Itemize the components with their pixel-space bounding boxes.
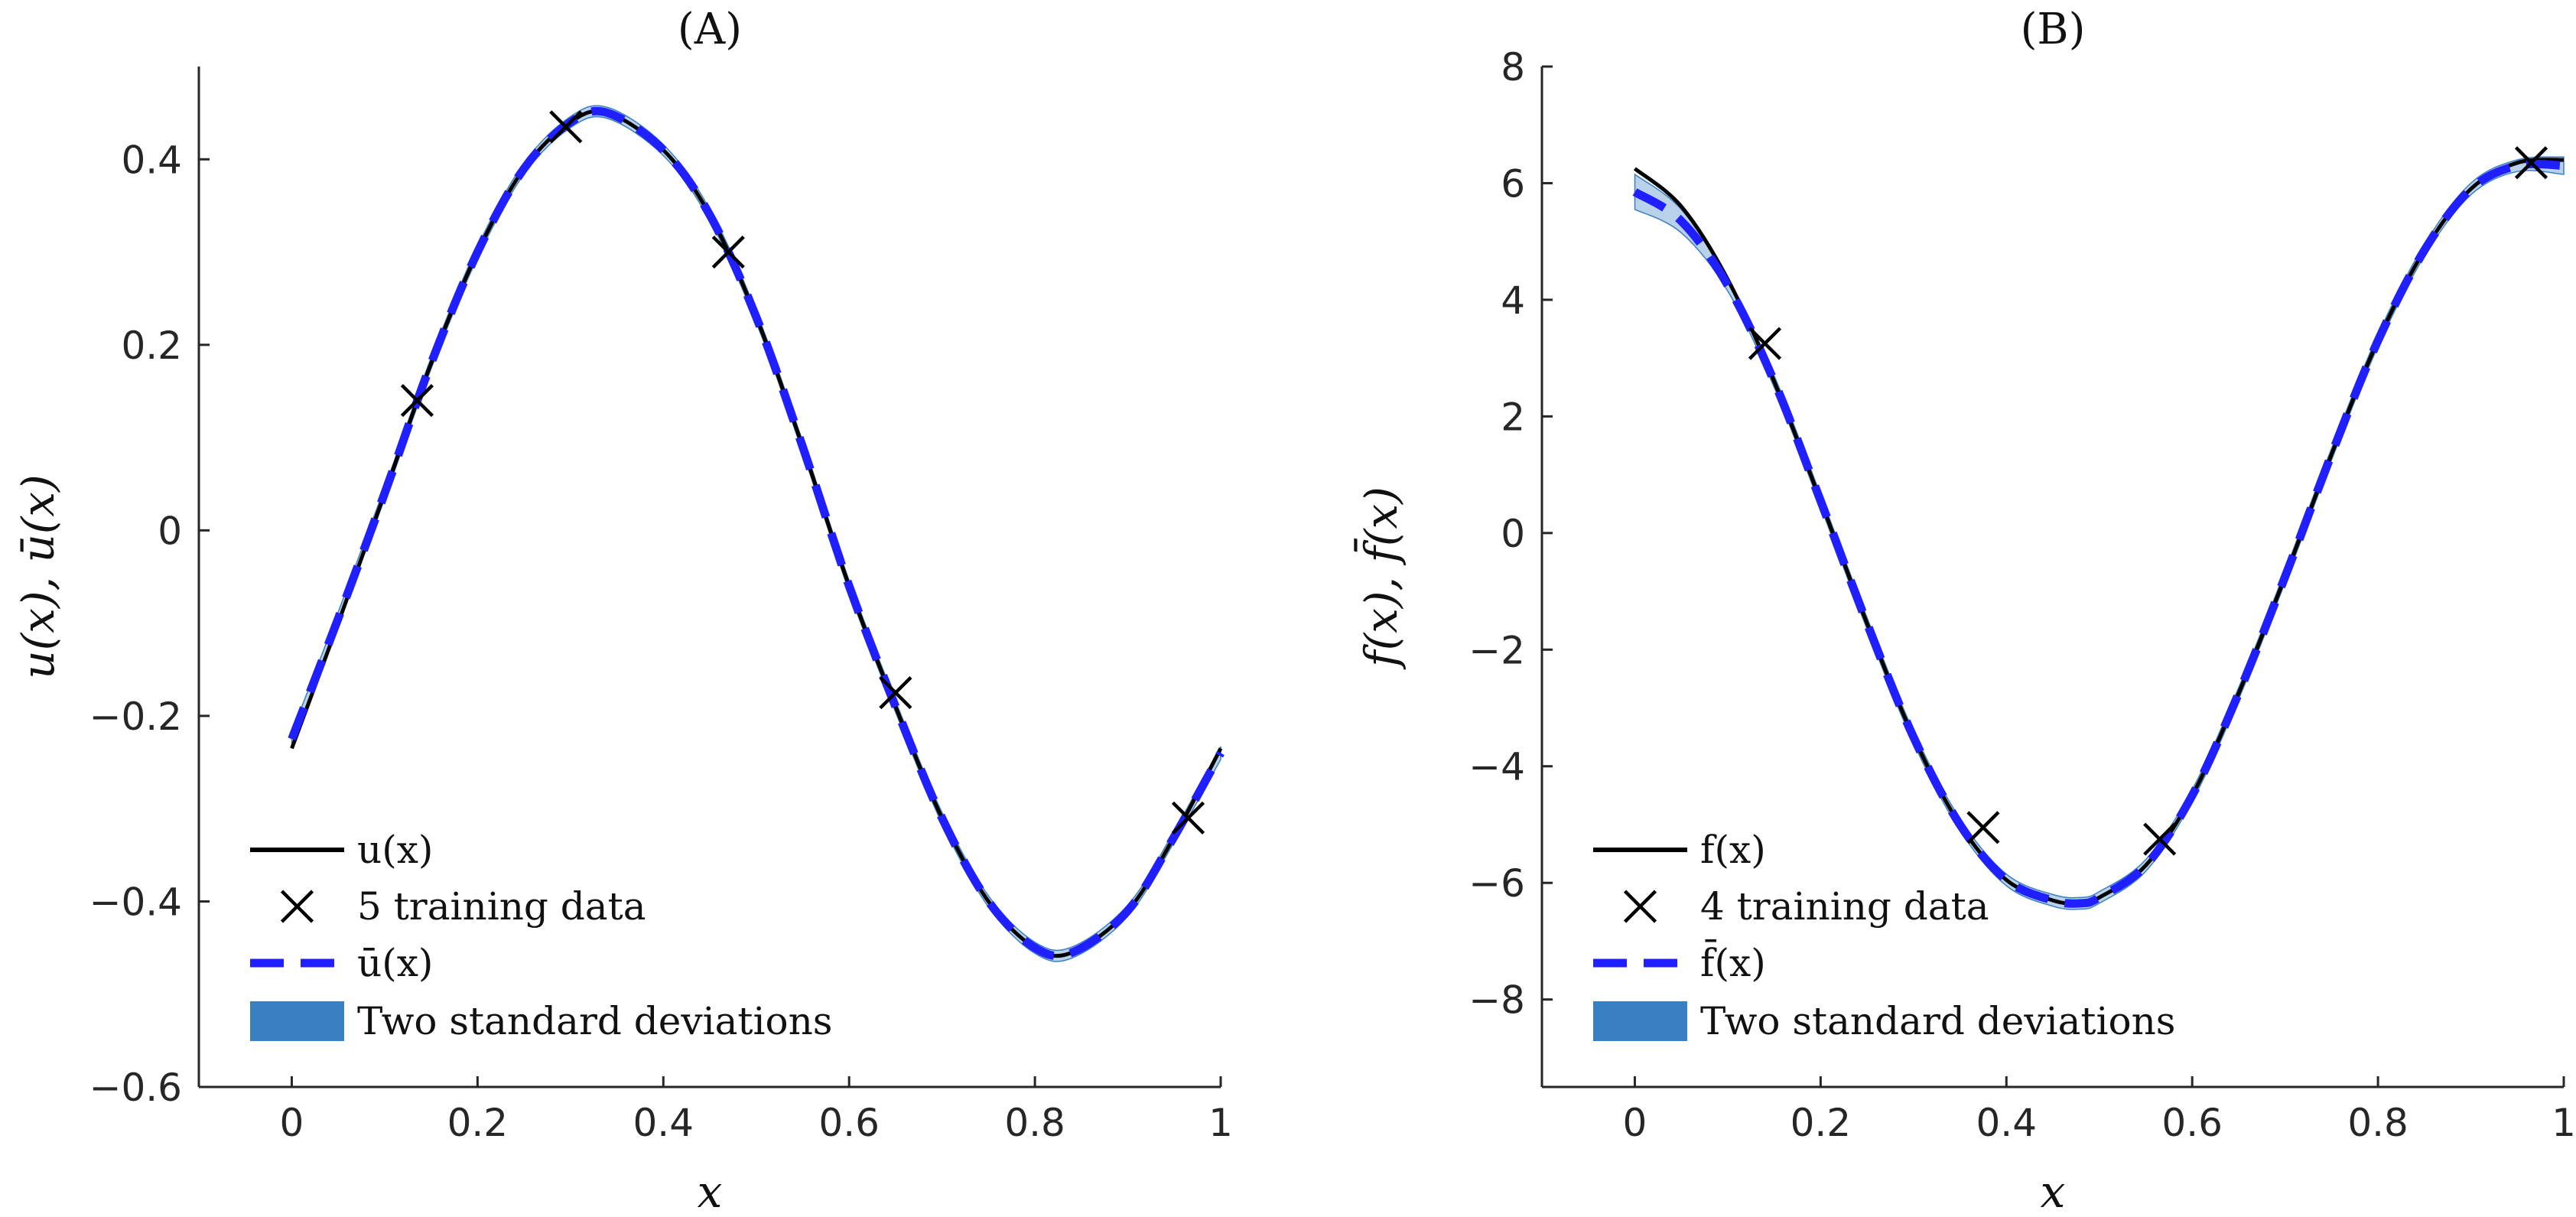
chart-a-legend-label: u(x) <box>357 828 433 872</box>
chart-b-legend-label: 4 training data <box>1700 884 1989 929</box>
chart-b-y-tick-label: −8 <box>1469 978 1525 1023</box>
chart-a-y-tick-label: 0.2 <box>121 324 182 368</box>
chart-a-x-tick-label: 0.6 <box>818 1101 880 1145</box>
chart-a-x-tick-label: 0 <box>280 1101 304 1145</box>
chart-a-legend-item: u(x) <box>250 828 433 872</box>
chart-b-legend-item: f(x) <box>1593 828 1766 872</box>
chart-a-legend-swatch-band <box>250 1001 344 1041</box>
chart-a-legend-swatch-marker <box>280 890 314 923</box>
chart-a-band-std <box>291 105 1221 962</box>
chart-b-legend: f(x) 4 training data f̄(x) Two standard dev… <box>1593 828 2175 1043</box>
chart-a-x-tick-label: 0.8 <box>1004 1101 1065 1145</box>
chart-b-y-tick-label: −2 <box>1469 628 1525 672</box>
chart-b-x-tick-label: 1 <box>2552 1101 2576 1145</box>
chart-a-y-tick-label: −0.4 <box>89 880 182 924</box>
chart-a-legend-label: Two standard deviations <box>357 999 832 1043</box>
chart-a-x-tick-label: 0.2 <box>447 1101 509 1145</box>
chart-b-x-tick-label: 0 <box>1623 1101 1647 1145</box>
chart-b-training-point <box>1748 327 1782 360</box>
chart-a-legend-item: ū(x) <box>250 941 433 985</box>
chart-b-band-std <box>1634 156 2565 910</box>
chart-b-legend-item: f̄(x) <box>1593 939 1766 985</box>
chart-b-legend-swatch-band <box>1593 1001 1687 1041</box>
chart-b-x-label: x <box>2041 1166 2066 1217</box>
chart-b-legend-label: Two standard deviations <box>1700 999 2175 1043</box>
chart-a-legend-label: 5 training data <box>357 884 646 929</box>
chart-a-training-point <box>400 383 434 418</box>
chart-b-x-tick-label: 0.6 <box>2161 1101 2223 1145</box>
chart-b-legend-swatch-marker <box>1623 890 1657 923</box>
chart-a-x-tick-label: 1 <box>1208 1101 1233 1145</box>
chart-a-y-tick-label: 0.4 <box>121 138 182 182</box>
chart-b-y-tick-label: 8 <box>1501 45 1525 89</box>
chart-b-y-tick-label: 4 <box>1501 278 1525 323</box>
chart-b-series-true <box>1633 158 2565 906</box>
chart-a-y-tick-label: −0.2 <box>89 695 182 739</box>
chart-b-training-point <box>2514 146 2548 180</box>
chart-a-training-point <box>549 110 583 144</box>
chart-a-x-tick-label: 0.4 <box>633 1101 694 1145</box>
chart-b-y-tick-label: −4 <box>1469 745 1525 789</box>
chart-b-x-tick-label: 0.2 <box>1791 1101 1852 1145</box>
chart-a-legend-item: 5 training data <box>280 884 646 929</box>
chart-b-title: (B) <box>2021 5 2086 54</box>
chart-a-title: (A) <box>678 5 742 54</box>
chart-b-training-point <box>2143 822 2177 856</box>
chart-b-legend-item: 4 training data <box>1623 884 1989 929</box>
chart-a-legend-item: Two standard deviations <box>250 999 832 1043</box>
chart-a-training-point <box>879 675 912 710</box>
chart-a-series-mean <box>288 106 1225 961</box>
chart-b-y-tick-label: 2 <box>1501 395 1525 439</box>
chart-b-legend-label: f(x) <box>1700 828 1766 872</box>
chart-a-legend: u(x) 5 training data ū(x) Two standard devi… <box>250 828 832 1043</box>
chart-a-legend-label: ū(x) <box>357 941 433 985</box>
chart-b-x-tick-label: 0.8 <box>2347 1101 2408 1145</box>
chart-b-y-label: f(x), f̄(x) <box>1353 486 1407 670</box>
chart-b-y-tick-label: 0 <box>1501 512 1525 556</box>
chart-a-x-label: x <box>698 1166 723 1217</box>
chart-b-training-point <box>1966 811 2000 844</box>
chart-b-y-tick-label: 6 <box>1501 161 1525 206</box>
chart-b-x-tick-label: 0.4 <box>1976 1101 2038 1145</box>
chart-b-legend-item: Two standard deviations <box>1593 999 2175 1043</box>
chart-b: (B) 0 0.2 0.4 0.6 0.8 1 −8 −6 −4 −2 0 2 4 6 8 x f(x), f̄(… <box>1353 5 2575 1217</box>
chart-a-training-point <box>711 235 745 269</box>
chart-a-y-tick-label: −0.6 <box>89 1066 182 1110</box>
chart-a-training-point <box>1171 801 1205 835</box>
chart-b-y-tick-label: −6 <box>1469 861 1525 906</box>
chart-a-y-label: u(x), ū(x) <box>12 474 64 679</box>
chart-a: (A)0 0.2 0.4 0.6 0.8 1−0.6−0.4−0.200.20.4xu(x… <box>12 5 1233 1217</box>
chart-a-y-tick-label: 0 <box>158 509 182 553</box>
chart-b-series-mean <box>1632 159 2565 908</box>
chart-b-legend-label: f̄(x) <box>1700 939 1766 985</box>
